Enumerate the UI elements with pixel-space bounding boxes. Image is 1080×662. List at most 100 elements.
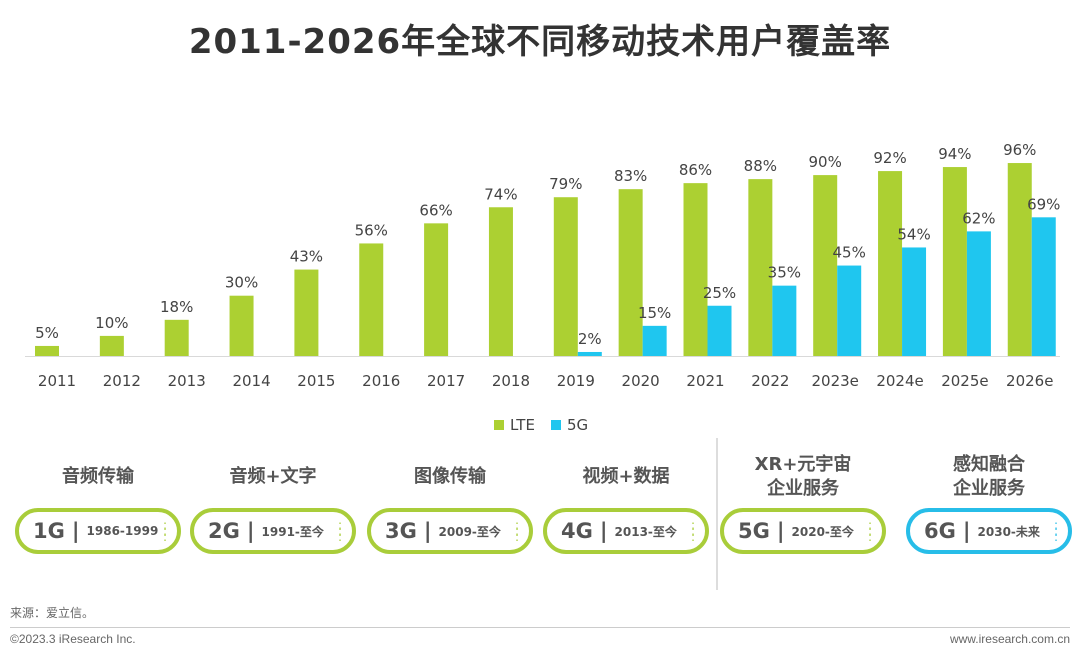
footer-rule [10, 627, 1070, 628]
bar-5g [837, 265, 862, 356]
generation-years: 1991-至今 [261, 524, 324, 539]
data-label-lte: 18% [160, 298, 193, 316]
bar-lte [813, 175, 838, 356]
bar-5g [772, 285, 797, 356]
bar-lte [294, 269, 319, 356]
data-label-5g: 15% [638, 304, 671, 322]
data-label-5g: 45% [833, 244, 866, 262]
x-tick-label: 2015 [297, 372, 335, 390]
generation-pill: 3G | 2009-至今 ::: [367, 508, 533, 554]
generation-label: 2G [208, 519, 240, 543]
signal-wave-icon: ::: [514, 518, 519, 544]
generation-card-6g: 感知融合 企业服务 6G | 2030-未来 ::: [906, 446, 1072, 554]
generation-card-2g: 音频+文字 2G | 1991-至今 ::: [190, 446, 356, 554]
x-tick-label: 2016 [362, 372, 400, 390]
x-tick-label: 2021 [686, 372, 724, 390]
website-url: www.iresearch.com.cn [949, 632, 1070, 646]
x-tick-label: 2017 [427, 372, 465, 390]
x-tick-label: 2014 [232, 372, 270, 390]
data-label-lte: 5% [35, 324, 59, 342]
generation-heading: 音频+文字 [229, 466, 317, 487]
data-label-lte: 30% [225, 274, 258, 292]
bar-lte [878, 171, 903, 356]
bar-lte [35, 345, 59, 356]
generation-years: 2009-至今 [438, 524, 501, 539]
bar-lte [99, 335, 124, 356]
data-label-lte: 96% [1003, 141, 1036, 159]
data-label-lte: 74% [484, 185, 517, 203]
generation-years: 2030-未来 [977, 524, 1040, 539]
signal-wave-icon: ::: [867, 518, 872, 544]
generation-years: 1986-1999 [86, 524, 159, 538]
data-label-5g: 62% [962, 209, 995, 227]
data-label-lte: 92% [873, 149, 906, 167]
x-tick-label: 2023e [811, 372, 858, 390]
legend-label-lte: LTE [510, 416, 535, 434]
bar-lte [553, 197, 578, 356]
x-tick-label: 2022 [751, 372, 789, 390]
bar-5g [577, 351, 602, 356]
bar-lte [229, 295, 254, 356]
generation-pill: 1G | 1986-1999 ::: [15, 508, 181, 554]
legend-label-5g: 5G [567, 416, 589, 434]
chart-title: 2011-2026年全球不同移动技术用户覆盖率 [188, 22, 892, 62]
bar-5g [707, 305, 732, 356]
legend-item-5g: 5G [551, 416, 588, 434]
generation-pill: 6G | 2030-未来 ::: [906, 508, 1072, 554]
separator: | [246, 519, 255, 543]
x-tick-label: 2018 [492, 372, 530, 390]
data-label-5g: 35% [768, 264, 801, 282]
bar-lte [488, 207, 513, 356]
data-label-5g: 54% [897, 225, 930, 243]
x-tick-label: 2013 [168, 372, 206, 390]
bar-lte [164, 319, 189, 356]
generation-card-4g: 视频+数据 4G | 2013-至今 ::: [543, 446, 709, 554]
x-tick-label: 2025e [941, 372, 988, 390]
generation-heading: XR+元宇宙 企业服务 [754, 454, 852, 499]
signal-wave-icon: ::: [1053, 518, 1058, 544]
generation-label: 3G [385, 519, 417, 543]
separator: | [599, 519, 608, 543]
bar-5g [966, 231, 991, 356]
source-note: 来源：爱立信。 [10, 606, 95, 620]
bar-lte [1007, 163, 1032, 356]
generation-years: 2020-至今 [791, 524, 854, 539]
bar-5g [1031, 217, 1056, 356]
generation-heading: 视频+数据 [582, 466, 670, 487]
generation-heading: 音频传输 [62, 466, 134, 487]
generation-card-5g: XR+元宇宙 企业服务 5G | 2020-至今 ::: [720, 446, 886, 554]
data-label-lte: 86% [679, 161, 712, 179]
data-label-lte: 66% [419, 201, 452, 219]
bar-lte [618, 189, 643, 356]
generation-heading: 感知融合 企业服务 [953, 454, 1025, 499]
x-tick-label: 2011 [38, 372, 76, 390]
separator: | [776, 519, 785, 543]
generation-label: 4G [561, 519, 593, 543]
x-tick-label: 2024e [876, 372, 923, 390]
generation-pill: 5G | 2020-至今 ::: [720, 508, 886, 554]
legend-swatch-lte [494, 420, 504, 430]
data-label-lte: 43% [290, 248, 323, 266]
bar-lte [942, 167, 967, 356]
x-tick-label: 2020 [622, 372, 660, 390]
data-label-5g: 69% [1027, 195, 1060, 213]
separator: | [962, 519, 971, 543]
data-label-lte: 83% [614, 167, 647, 185]
signal-wave-icon: ::: [690, 518, 695, 544]
signal-wave-icon: ::: [337, 518, 342, 544]
separator: | [71, 519, 80, 543]
data-label-lte: 94% [938, 145, 971, 163]
signal-wave-icon: ::: [162, 518, 167, 544]
bar-5g [902, 247, 927, 356]
data-label-5g: 2% [578, 330, 602, 348]
data-label-5g: 25% [703, 284, 736, 302]
generation-years: 2013-至今 [614, 524, 677, 539]
data-label-lte: 56% [355, 221, 388, 239]
data-label-lte: 90% [809, 153, 842, 171]
x-tick-label: 2019 [557, 372, 595, 390]
bar-5g [642, 325, 667, 356]
bar-chart: 2011 5% 2012 10% 2013 18% 2014 30% 2015 43% 2016 56… [25, 141, 1060, 390]
x-tick-label: 2026e [1006, 372, 1053, 390]
data-label-lte: 88% [744, 157, 777, 175]
